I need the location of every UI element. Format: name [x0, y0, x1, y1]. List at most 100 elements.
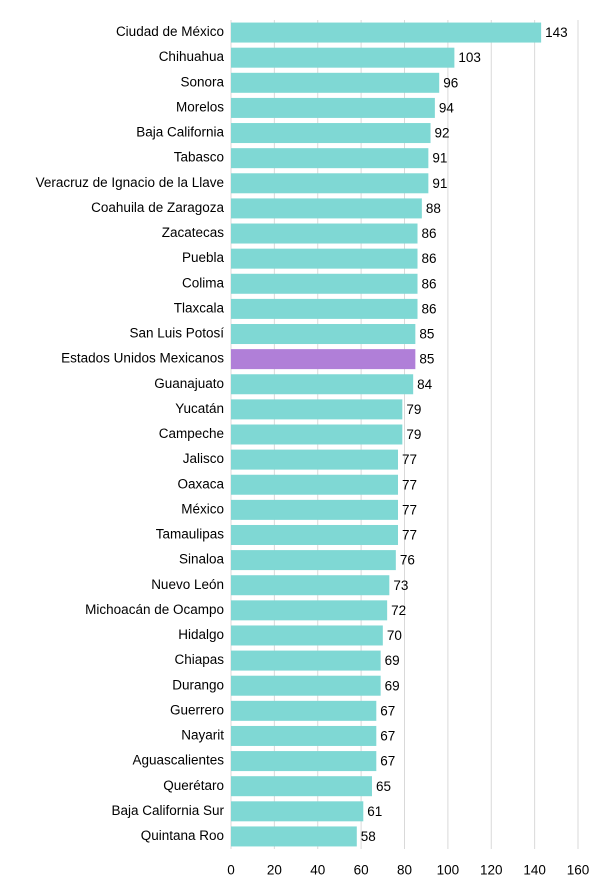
- data-label: 86: [422, 226, 437, 241]
- data-label: 103: [458, 50, 481, 65]
- data-label: 77: [402, 502, 417, 517]
- y-tick-label: México: [181, 501, 224, 516]
- bar: [231, 97, 435, 118]
- y-tick-label: Estados Unidos Mexicanos: [61, 351, 224, 366]
- data-label: 91: [432, 176, 447, 191]
- y-tick-label: Morelos: [176, 99, 224, 114]
- y-tick-label: Baja California: [136, 125, 224, 140]
- bar: [231, 399, 403, 420]
- y-tick-label: Nayarit: [181, 728, 224, 743]
- bar: [231, 826, 357, 847]
- x-tick-label: 40: [310, 863, 325, 878]
- data-label: 91: [432, 151, 447, 166]
- y-tick-label: Baja California Sur: [111, 803, 224, 818]
- data-label: 84: [417, 377, 433, 392]
- bar: [231, 801, 364, 822]
- bar: [231, 575, 390, 596]
- bar: [231, 600, 388, 621]
- x-tick-label: 80: [397, 863, 412, 878]
- data-label: 73: [393, 578, 408, 593]
- data-label: 86: [422, 276, 437, 291]
- y-tick-label: Durango: [172, 677, 224, 692]
- y-tick-label: Veracruz de Ignacio de la Llave: [36, 175, 224, 190]
- y-tick-label: Aguascalientes: [132, 753, 224, 768]
- y-tick-label: Michoacán de Ocampo: [85, 602, 224, 617]
- bar: [231, 148, 429, 169]
- y-tick-label: Nuevo León: [151, 577, 224, 592]
- bar: [231, 198, 422, 219]
- y-tick-label: Tamaulipas: [156, 527, 225, 542]
- data-label: 69: [385, 653, 400, 668]
- y-tick-label: Ciudad de México: [116, 24, 224, 39]
- bar: [231, 374, 414, 395]
- data-label: 85: [419, 352, 434, 367]
- bar: [231, 248, 418, 269]
- data-label: 77: [402, 528, 417, 543]
- y-tick-label: Guanajuato: [154, 376, 224, 391]
- data-label: 94: [439, 100, 455, 115]
- bar: [231, 725, 377, 746]
- bar: [231, 650, 381, 671]
- bar: [231, 474, 398, 495]
- x-tick-label: 120: [480, 863, 503, 878]
- x-tick-label: 160: [567, 863, 590, 878]
- data-label: 69: [385, 678, 400, 693]
- bar: [231, 298, 418, 319]
- bar: [231, 123, 431, 144]
- y-tick-label: Campeche: [159, 426, 224, 441]
- y-tick-label: Querétaro: [163, 778, 224, 793]
- y-tick-label: Oaxaca: [177, 476, 224, 491]
- data-label: 88: [426, 201, 441, 216]
- data-label: 58: [361, 829, 376, 844]
- y-tick-label: Quintana Roo: [141, 828, 224, 843]
- data-label: 77: [402, 452, 417, 467]
- y-tick-label: Sonora: [180, 74, 224, 89]
- bar: [231, 625, 383, 646]
- data-label: 67: [380, 754, 395, 769]
- bar: [231, 424, 403, 445]
- data-label: 70: [387, 628, 402, 643]
- y-tick-label: San Luis Potosí: [129, 326, 224, 341]
- bar: [231, 751, 377, 772]
- data-label: 143: [545, 25, 568, 40]
- data-label: 92: [435, 126, 450, 141]
- y-tick-label: Puebla: [182, 250, 225, 265]
- data-label: 86: [422, 251, 437, 266]
- data-label: 61: [367, 804, 382, 819]
- y-tick-label: Coahuila de Zaragoza: [91, 200, 224, 215]
- y-tick-label: Colima: [182, 275, 225, 290]
- y-tick-label: Tabasco: [174, 150, 224, 165]
- bar: [231, 700, 377, 721]
- x-tick-label: 140: [523, 863, 546, 878]
- bar: [231, 349, 416, 370]
- data-label: 65: [376, 779, 391, 794]
- bar: [231, 449, 398, 470]
- y-tick-label: Hidalgo: [178, 627, 224, 642]
- bar: [231, 324, 416, 345]
- data-label: 72: [391, 603, 406, 618]
- data-label: 77: [402, 477, 417, 492]
- bar: [231, 675, 381, 696]
- data-label: 96: [443, 75, 458, 90]
- data-label: 79: [406, 427, 421, 442]
- bar: [231, 550, 396, 571]
- bar: [231, 22, 542, 43]
- y-tick-label: Jalisco: [183, 451, 224, 466]
- data-label: 67: [380, 703, 395, 718]
- y-tick-label: Zacatecas: [162, 225, 225, 240]
- x-tick-label: 0: [227, 863, 235, 878]
- bar: [231, 273, 418, 294]
- bar: [231, 223, 418, 244]
- bar: [231, 72, 440, 93]
- y-tick-label: Chiapas: [174, 652, 224, 667]
- bar: [231, 524, 398, 545]
- y-tick-label: Sinaloa: [179, 552, 225, 567]
- y-tick-label: Guerrero: [170, 702, 224, 717]
- data-label: 76: [400, 553, 415, 568]
- data-label: 67: [380, 729, 395, 744]
- data-label: 86: [422, 301, 437, 316]
- bar: [231, 776, 372, 797]
- data-label: 79: [406, 402, 421, 417]
- y-tick-label: Yucatán: [175, 401, 224, 416]
